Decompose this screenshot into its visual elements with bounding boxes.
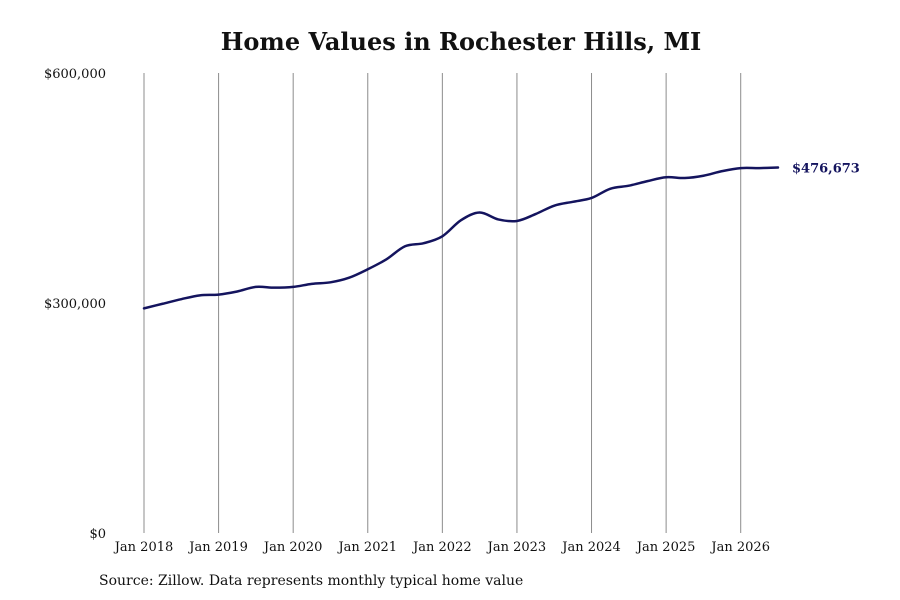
source-note: Source: Zillow. Data represents monthly …	[99, 573, 524, 589]
x-tick-label: Jan 2018	[113, 540, 174, 555]
series-line	[142, 166, 780, 310]
x-tick-label: Jan 2023	[486, 540, 547, 555]
annotation-layer: $476,673	[792, 162, 860, 177]
y-tick-label: $0	[89, 527, 106, 542]
x-tick-label: Jan 2022	[411, 540, 472, 555]
gridlines	[143, 73, 742, 533]
x-tick-label: Jan 2025	[635, 540, 696, 555]
chart-title: Home Values in Rochester Hills, MI	[220, 27, 702, 56]
end-value-label: $476,673	[792, 162, 860, 177]
x-tick-label: Jan 2020	[262, 540, 323, 555]
y-tick-label: $300,000	[44, 297, 106, 312]
x-tick-label: Jan 2024	[560, 540, 621, 555]
series-layer	[142, 166, 780, 310]
x-tick-label: Jan 2019	[187, 540, 248, 555]
x-tick-label: Jan 2021	[336, 540, 397, 555]
y-tick-label: $600,000	[44, 67, 106, 82]
x-tick-label: Jan 2026	[709, 540, 770, 555]
x-axis-tick-labels: Jan 2018 Jan 2019 Jan 2020 Jan 2021 Jan 2022…	[113, 540, 770, 555]
y-axis-tick-labels: $0 $300,000 $600,000	[44, 67, 106, 542]
